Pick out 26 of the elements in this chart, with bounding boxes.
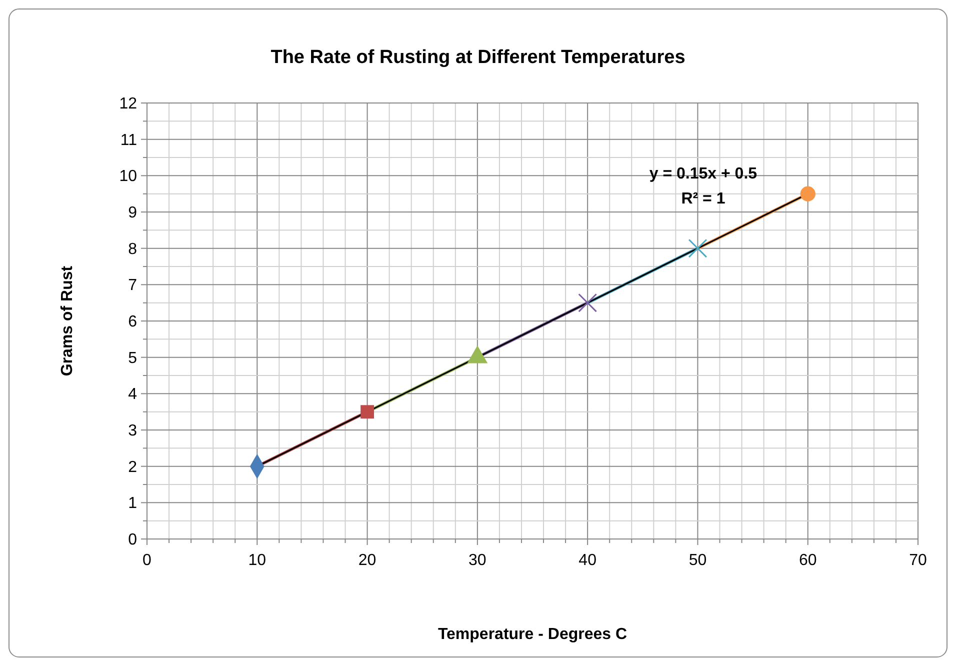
- y-tick-label: 8: [128, 240, 138, 258]
- y-tick-label: 12: [119, 96, 138, 112]
- x-tick-label: 0: [142, 552, 152, 569]
- x-tick-label: 30: [468, 552, 486, 569]
- annotation: R² = 1: [681, 190, 726, 208]
- y-tick-label: 9: [128, 204, 138, 222]
- y-tick-label: 4: [128, 386, 138, 404]
- y-tick-label: 2: [128, 458, 138, 476]
- x-tick-label: 60: [798, 552, 817, 569]
- y-tick-label: 1: [128, 495, 138, 512]
- x-tick-label: 70: [909, 552, 927, 569]
- y-axis-title: Grams of Rust: [59, 265, 76, 376]
- y-tick-label: 5: [128, 350, 138, 367]
- x-tick-label: 20: [358, 552, 376, 569]
- y-tick-label: 0: [128, 532, 138, 548]
- y-tick-label: 10: [119, 168, 138, 186]
- x-tick-label: 50: [688, 552, 707, 569]
- y-tick-label: 11: [120, 132, 138, 149]
- chart-title: The Rate of Rusting at Different Temperatures: [270, 47, 686, 68]
- y-tick-label: 3: [128, 422, 138, 440]
- y-tick-label: 6: [128, 314, 138, 330]
- x-tick-label: 10: [248, 552, 266, 569]
- annotation: y = 0.15x + 0.5: [649, 166, 758, 183]
- x-axis-title: Temperature - Degrees C: [438, 626, 628, 643]
- y-tick-label: 7: [128, 277, 138, 294]
- x-tick-label: 40: [578, 552, 597, 569]
